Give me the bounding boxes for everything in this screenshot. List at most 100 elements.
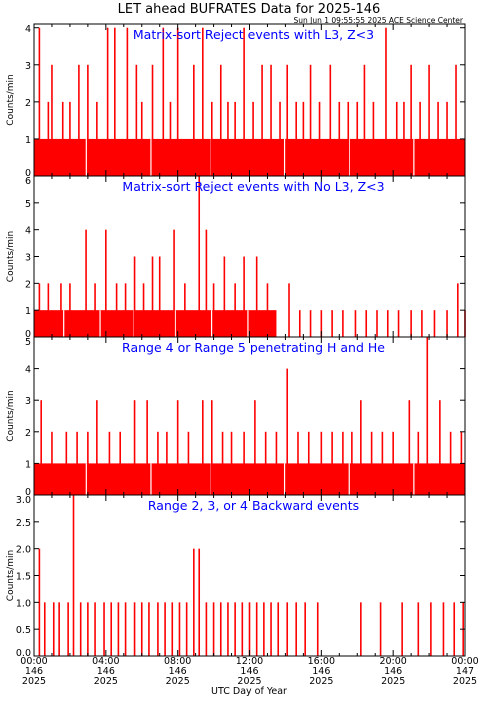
- timestamp: Sun Jun 1 09:55:55 2025 ACE Science Cent…: [293, 16, 463, 25]
- baseline-gap-4: [348, 138, 350, 176]
- spike-21: [385, 27, 387, 176]
- spike-2: [78, 64, 80, 176]
- spike-2: [133, 400, 136, 495]
- x-tick-year: 2025: [94, 676, 118, 687]
- spike-31: [376, 310, 378, 337]
- spike-10: [110, 602, 113, 656]
- spike-14: [243, 27, 245, 176]
- spike-45: [419, 101, 421, 176]
- spike-19: [184, 283, 186, 337]
- spike-23: [230, 431, 233, 495]
- spike-25: [309, 310, 312, 337]
- spike-2: [133, 256, 136, 337]
- y-tick-label: 0: [25, 329, 31, 340]
- x-tick-year: 2025: [22, 676, 46, 687]
- x-tick-time: 20:00: [379, 656, 406, 667]
- spike-5: [173, 229, 175, 337]
- x-tick-year: 2025: [237, 676, 261, 687]
- spike-0: [38, 27, 41, 176]
- y-tick-label: 4: [25, 365, 31, 376]
- spike-28: [307, 431, 310, 495]
- spike-32: [386, 310, 389, 337]
- spike-4: [67, 602, 69, 656]
- spike-7: [87, 602, 89, 656]
- baseline-gap-5: [413, 463, 415, 495]
- y-axis-label: Counts/min: [6, 550, 16, 601]
- spike-8: [223, 256, 226, 337]
- baseline-gap-5: [413, 138, 415, 176]
- x-tick-time: 00:00: [20, 656, 47, 667]
- spike-8: [151, 64, 154, 176]
- spike-13: [219, 64, 222, 176]
- spike-42: [430, 602, 432, 656]
- baseline-gap-4: [348, 463, 350, 495]
- spike-1: [96, 400, 98, 495]
- spike-25: [47, 101, 50, 176]
- spike-7: [135, 64, 138, 176]
- spike-44: [403, 101, 405, 176]
- spike-9: [243, 256, 245, 337]
- baseline-gap-3: [174, 310, 176, 337]
- y-tick-label: 1.0: [16, 598, 31, 609]
- spike-3: [146, 400, 148, 495]
- x-tick-day: 147: [456, 666, 474, 677]
- spike-23: [428, 64, 430, 176]
- spike-13: [133, 602, 136, 656]
- spike-13: [60, 283, 62, 337]
- spike-30: [255, 602, 258, 656]
- spike-37: [449, 431, 452, 495]
- spike-39: [379, 602, 382, 656]
- spike-36: [417, 431, 420, 495]
- spike-3: [151, 256, 154, 337]
- spike-22: [198, 548, 201, 656]
- spike-36: [304, 602, 306, 656]
- spike-20: [212, 283, 215, 337]
- spike-15: [148, 602, 150, 656]
- y-tick-label: 1: [25, 135, 31, 146]
- baseline-gap-1: [150, 138, 152, 176]
- spike-12: [202, 27, 204, 176]
- spike-47: [446, 101, 448, 176]
- baseline-gap-0: [85, 463, 87, 495]
- spike-20: [185, 602, 188, 656]
- spike-27: [297, 431, 299, 495]
- y-tick-label: 0: [25, 168, 31, 179]
- spike-29: [354, 310, 357, 337]
- spike-10: [176, 27, 179, 176]
- spike-13: [51, 431, 53, 495]
- spike-19: [157, 431, 159, 495]
- spike-20: [166, 431, 168, 495]
- spike-24: [455, 64, 457, 176]
- y-tick-label: 2: [25, 279, 31, 290]
- y-axis-label: Counts/min: [6, 74, 16, 125]
- spike-35: [421, 310, 423, 337]
- spike-30: [365, 310, 368, 337]
- spike-36: [295, 101, 297, 176]
- spike-4: [176, 400, 179, 495]
- spike-22: [266, 283, 269, 337]
- baseline-gap-0: [63, 310, 65, 337]
- spike-29: [320, 431, 323, 495]
- spike-14: [65, 431, 68, 495]
- spike-39: [338, 101, 341, 176]
- spike-30: [169, 101, 172, 176]
- y-tick-label: 3: [25, 396, 31, 407]
- spike-3: [87, 64, 89, 176]
- spike-40: [347, 101, 350, 176]
- spike-25: [219, 602, 222, 656]
- spike-1: [43, 602, 46, 656]
- spike-7: [205, 229, 208, 337]
- spike-9: [103, 602, 105, 656]
- spike-25: [264, 431, 267, 495]
- spike-33: [397, 310, 400, 337]
- spike-26: [227, 602, 229, 656]
- spike-34: [381, 431, 384, 495]
- spike-17: [124, 283, 127, 337]
- spike-22: [410, 64, 412, 176]
- y-tick-label: 1: [25, 306, 31, 317]
- spike-17: [108, 431, 111, 495]
- spike-18: [171, 602, 174, 656]
- y-axis-label: Counts/min: [6, 231, 16, 282]
- y-tick-label: 4: [25, 226, 31, 237]
